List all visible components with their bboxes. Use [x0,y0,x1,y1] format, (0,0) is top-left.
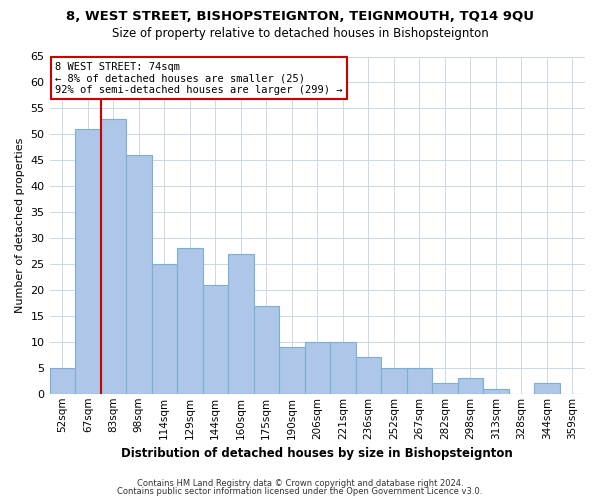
Bar [50,368,75,394]
Bar [177,248,203,394]
Bar [126,155,152,394]
Bar [203,285,228,394]
Text: Size of property relative to detached houses in Bishopsteignton: Size of property relative to detached ho… [112,28,488,40]
Text: Contains public sector information licensed under the Open Government Licence v3: Contains public sector information licen… [118,487,482,496]
Bar [101,119,126,394]
Bar [458,378,483,394]
Bar [330,342,356,394]
Bar [534,384,560,394]
Text: 8 WEST STREET: 74sqm
← 8% of detached houses are smaller (25)
92% of semi-detach: 8 WEST STREET: 74sqm ← 8% of detached ho… [55,62,343,95]
Bar [483,388,509,394]
Bar [152,264,177,394]
Bar [381,368,407,394]
Bar [432,384,458,394]
Bar [407,368,432,394]
Bar [75,129,101,394]
Text: 8, WEST STREET, BISHOPSTEIGNTON, TEIGNMOUTH, TQ14 9QU: 8, WEST STREET, BISHOPSTEIGNTON, TEIGNMO… [66,10,534,23]
Y-axis label: Number of detached properties: Number of detached properties [15,138,25,313]
Bar [228,254,254,394]
Bar [279,347,305,394]
Bar [254,306,279,394]
Bar [305,342,330,394]
Text: Contains HM Land Registry data © Crown copyright and database right 2024.: Contains HM Land Registry data © Crown c… [137,478,463,488]
Bar [356,358,381,394]
X-axis label: Distribution of detached houses by size in Bishopsteignton: Distribution of detached houses by size … [121,447,513,460]
